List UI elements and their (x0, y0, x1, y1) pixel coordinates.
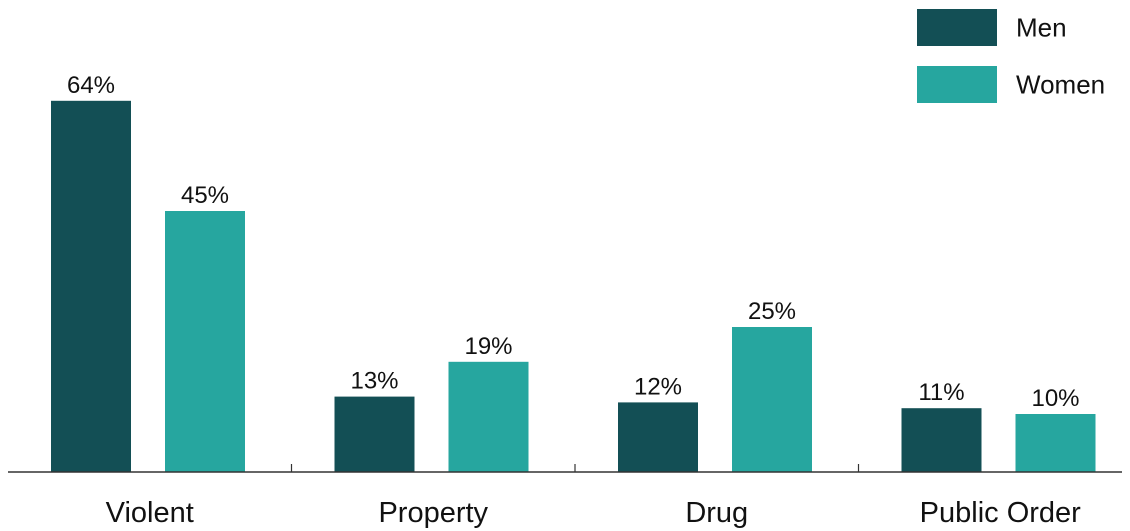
x-axis (8, 464, 1122, 473)
legend-swatch-men (917, 9, 997, 46)
category-label-drug: Drug (685, 497, 748, 529)
category-label-violent: Violent (106, 497, 194, 529)
category-labels-layer: Violent Property Drug Public Order (106, 497, 1082, 529)
bar-public-order-women (1015, 414, 1096, 472)
bars-layer (51, 100, 1096, 473)
bar-drug-women (732, 327, 812, 472)
bar-violent-women (165, 211, 245, 472)
value-label-property-women: 19% (464, 333, 512, 360)
value-label-public-order-men: 11% (918, 379, 964, 406)
value-label-drug-men: 12% (634, 373, 682, 400)
value-label-public-order-women: 10% (1031, 385, 1079, 412)
bar-drug-men (618, 402, 698, 472)
bar-public-order-men (901, 408, 982, 472)
value-label-violent-men: 64% (67, 72, 115, 99)
legend-label-women: Women (1016, 70, 1105, 100)
category-label-public-order: Public Order (920, 497, 1082, 529)
bar-property-women (448, 361, 529, 472)
value-label-violent-women: 45% (181, 182, 229, 209)
legend: Men Women (917, 9, 1105, 103)
bar-violent-men (51, 100, 131, 473)
category-label-property: Property (378, 497, 488, 529)
value-label-property-men: 13% (350, 368, 398, 395)
value-label-drug-women: 25% (748, 298, 796, 325)
legend-swatch-women (917, 66, 997, 103)
value-labels-layer: 64% 45% 13% 19% 12% 25% 11% 10% (67, 72, 1080, 412)
legend-label-men: Men (1016, 13, 1067, 43)
bar-property-men (334, 396, 415, 472)
